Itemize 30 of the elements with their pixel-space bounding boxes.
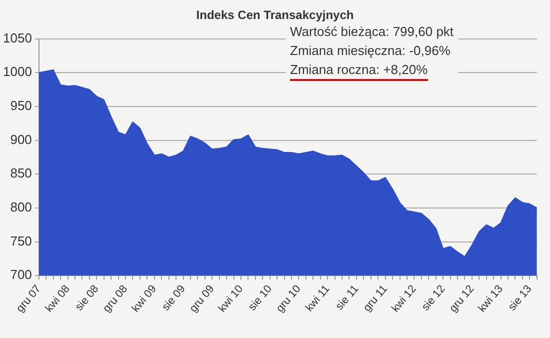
annotation: Zmiana miesięczna: -0,96% xyxy=(290,42,452,60)
x-tick-label: gru 11 xyxy=(361,283,390,314)
x-tick-label: kwi 13 xyxy=(476,283,506,315)
x-tick-label: gru 12 xyxy=(447,283,477,315)
x-tick-label: sie 11 xyxy=(334,283,362,313)
x-tick-label: kwi 12 xyxy=(390,283,419,315)
y-tick-label: 700 xyxy=(10,267,32,282)
x-tick-label: kwi 11 xyxy=(304,283,332,314)
x-tick-label: sie 09 xyxy=(160,283,188,314)
x-tick-label: gru 08 xyxy=(100,283,130,315)
y-tick-label: 900 xyxy=(10,132,32,147)
x-tick-label: sie 08 xyxy=(73,283,102,314)
y-tick-label: 800 xyxy=(10,200,32,215)
annotation: Zmiana roczna: +8,20% xyxy=(290,60,428,81)
annotation: Wartość bieżąca: 799,60 pkt xyxy=(290,23,454,41)
x-tick-label: sie 13 xyxy=(506,283,534,314)
y-tick-label: 850 xyxy=(10,166,32,181)
y-tick-label: 950 xyxy=(10,98,32,114)
x-tick-label: kwi 10 xyxy=(216,283,246,315)
x-tick-label: gru 10 xyxy=(274,283,304,315)
x-tick-label: sie 10 xyxy=(246,283,274,314)
y-tick-label: 1050 xyxy=(3,30,32,46)
y-tick-label: 750 xyxy=(10,233,32,248)
x-tick-label: kwi 09 xyxy=(130,283,160,315)
y-tick-label: 1000 xyxy=(3,64,32,80)
x-tick-label: sie 12 xyxy=(420,283,448,314)
x-tick-label: kwi 08 xyxy=(43,283,72,315)
x-tick-label: gru 07 xyxy=(14,283,44,315)
x-tick-label: gru 09 xyxy=(187,283,217,315)
chart-title: Indeks Cen Transakcyjnych xyxy=(195,8,355,22)
